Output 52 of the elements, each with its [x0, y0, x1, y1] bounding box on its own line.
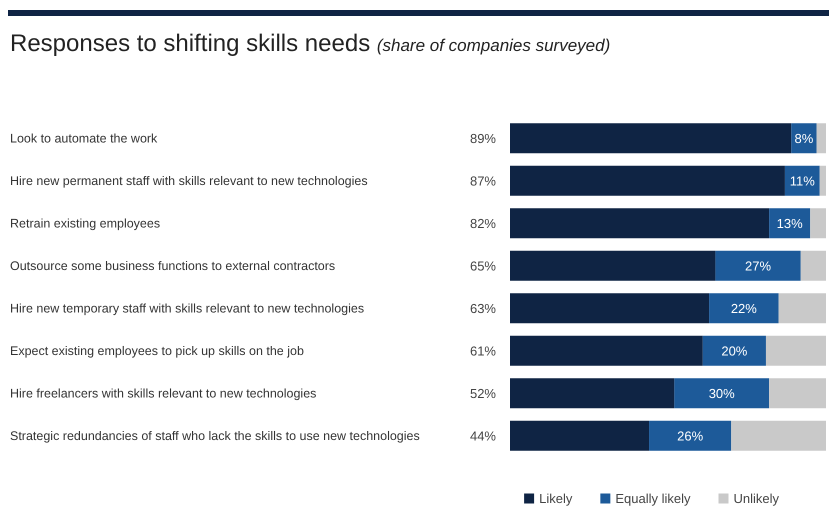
- bar: [769, 208, 810, 238]
- y-tick-label: Strategic redundancies of staff who lack the skills to use new technologies: [10, 428, 420, 443]
- data-label: 63%: [470, 300, 496, 316]
- data-label: 13%: [776, 216, 804, 231]
- data-label: 61%: [470, 343, 496, 358]
- bar: [731, 420, 826, 451]
- data-label: 65%: [470, 258, 496, 274]
- bar: [649, 420, 732, 451]
- bar: [510, 378, 674, 408]
- y-tick-label: Hire new temporary staff with skills relevant to new technologies: [10, 301, 364, 316]
- data-label: 27%: [745, 258, 772, 274]
- bar: [510, 208, 770, 238]
- data-label: 44%: [470, 428, 496, 444]
- legend-label: Equally likely: [615, 491, 691, 506]
- data-label: 82%: [470, 216, 496, 231]
- bar: [766, 336, 826, 366]
- bar: [778, 293, 826, 324]
- bar: [510, 123, 792, 154]
- data-label: 20%: [721, 343, 748, 358]
- bar: [510, 420, 650, 451]
- data-label: 11%: [790, 173, 816, 188]
- text: Responses to shifting skills needs: [10, 30, 370, 57]
- chart-subtitle: (share of companies surveyed): [376, 36, 610, 55]
- bar: [510, 250, 716, 281]
- bar: [702, 336, 766, 366]
- bar: [709, 293, 779, 324]
- y-tick-label: Hire new permanent staff with skills relevant to new technologies: [10, 174, 368, 188]
- data-label: 30%: [708, 386, 736, 401]
- bar: [816, 123, 826, 154]
- legend-label: Likely: [539, 491, 573, 506]
- bar: [510, 293, 710, 324]
- bar: [510, 166, 785, 196]
- bar: [820, 166, 826, 196]
- bar: [674, 378, 770, 408]
- y-tick-label: Outsource some business functions to external contractors: [10, 258, 336, 273]
- bar: [810, 208, 826, 238]
- data-label: 26%: [677, 428, 704, 444]
- y-tick-label: Retrain existing employees: [10, 216, 160, 230]
- data-label: 8%: [794, 130, 814, 146]
- data-label: 52%: [470, 386, 496, 401]
- bar: [784, 166, 820, 196]
- data-label: 89%: [470, 130, 496, 146]
- bar: [510, 336, 703, 366]
- data-label: 22%: [730, 300, 758, 316]
- bar: [800, 250, 826, 281]
- data-label: 87%: [470, 173, 496, 188]
- y-tick-label: Expect existing employees to pick up skills on the job: [10, 344, 304, 358]
- y-tick-label: Hire freelancers with skills relevant to new technologies: [10, 386, 316, 400]
- y-tick-label: Look to automate the work: [10, 131, 158, 146]
- bar: [769, 378, 826, 408]
- legend-label: Unlikely: [733, 491, 780, 506]
- bar: [715, 250, 801, 281]
